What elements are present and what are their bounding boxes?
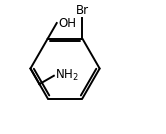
Text: NH$_2$: NH$_2$: [55, 68, 79, 83]
Text: Br: Br: [76, 4, 89, 17]
Text: OH: OH: [58, 16, 76, 29]
